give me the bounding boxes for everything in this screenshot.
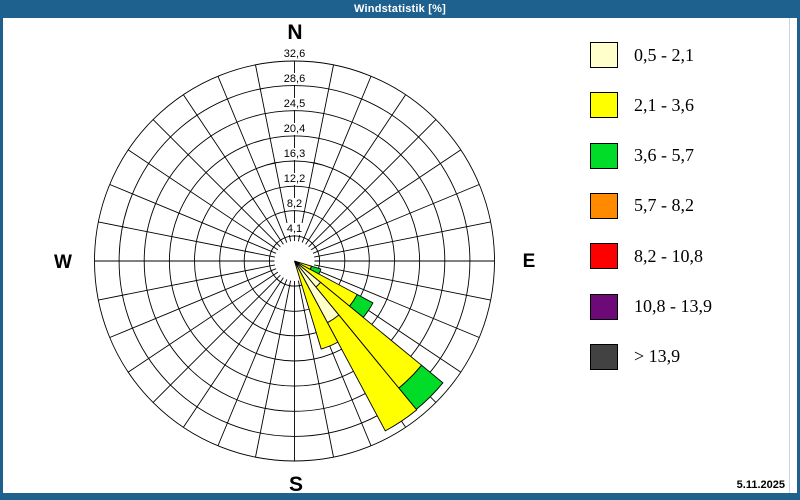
legend-swatch [590, 293, 618, 320]
legend-label: 10,8 - 13,9 [634, 296, 712, 316]
legend-label: 0,5 - 2,1 [634, 44, 694, 65]
compass-label-n: N [287, 21, 303, 44]
legend-item: 10,8 - 13,9 [590, 293, 712, 320]
legend-label: > 13,9 [634, 346, 681, 367]
legend-item: > 13,9 [590, 343, 681, 370]
legend-item: 0,5 - 2,1 [590, 42, 694, 68]
chart-area: N W E S 4,1 8,2 12,2 16,3 20,4 24,5 28,6 32,6 0… [3, 18, 797, 496]
legend-item: 5,7 - 8,2 [590, 192, 694, 219]
radial-tick-label: 28,6 [281, 72, 308, 85]
legend-label: 3,6 - 5,7 [634, 145, 694, 166]
legend-swatch [590, 92, 618, 119]
legend-swatch [590, 343, 618, 370]
legend-item: 8,2 - 10,8 [590, 243, 703, 270]
title-bar: Windstatistik [%] [0, 0, 800, 18]
legend-swatch [590, 243, 618, 270]
date-label: 5.11.2025 [736, 479, 785, 491]
radial-tick-label: 32,6 [281, 48, 308, 61]
radial-tick-label: 24,5 [281, 97, 308, 110]
window-title: Windstatistik [%] [354, 3, 446, 15]
legend-swatch [590, 42, 618, 68]
wind-sector-segment [294, 260, 339, 350]
legend-swatch [590, 192, 618, 219]
legend-label: 5,7 - 8,2 [634, 195, 694, 216]
bottom-bar [0, 493, 800, 500]
radial-tick-label: 12,2 [281, 173, 308, 186]
legend-label: 8,2 - 10,8 [634, 245, 703, 266]
compass-label-e: E [522, 251, 536, 272]
compass-label-w: W [54, 252, 72, 273]
radial-tick-label: 4,1 [284, 222, 305, 235]
legend-item: 3,6 - 5,7 [590, 142, 694, 169]
radial-tick-label: 20,4 [281, 122, 308, 135]
wind-rose-chart [94, 60, 495, 462]
legend-label: 2,1 - 3,6 [634, 94, 694, 115]
legend-swatch [590, 142, 618, 169]
panel-separator [789, 18, 790, 493]
compass-label-s: S [288, 473, 304, 496]
radial-tick-label: 8,2 [284, 197, 305, 210]
radial-tick-label: 16,3 [281, 148, 308, 161]
legend-item: 2,1 - 3,6 [590, 92, 694, 119]
